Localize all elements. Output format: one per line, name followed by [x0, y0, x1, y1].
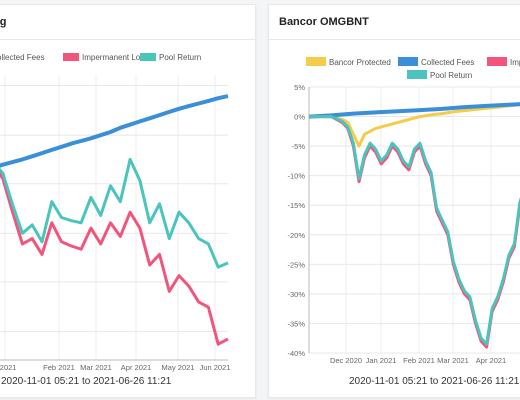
x-tick-label: Feb 2021	[43, 363, 75, 372]
y-tick-label: 0%	[294, 113, 305, 122]
y-tick-label: -10%	[287, 172, 305, 181]
x-tick-label: May 2021	[162, 363, 195, 372]
x-tick-label: Jan 2021	[366, 356, 397, 365]
chart-right: Bancor Protected Collected Fees Imp Pool…	[287, 57, 520, 387]
card-divider	[0, 39, 255, 40]
series-line-collected-fees	[0, 94, 229, 168]
y-tick-label: -35%	[287, 319, 305, 328]
legend-swatch-pool-return[interactable]	[140, 53, 156, 61]
chart-left: ollected Fees Impermanent Loss Pool Retu…	[0, 53, 231, 387]
legend-swatch-collected-fees[interactable]	[398, 57, 418, 66]
chart-title-left: ng	[0, 16, 7, 28]
x-tick-label: Dec 2020	[330, 356, 362, 365]
legend-left: ollected Fees Impermanent Loss Pool Retu…	[0, 53, 201, 62]
x-tick-label: Apr 2021	[121, 363, 151, 372]
x-tick-label: n 2021	[0, 363, 16, 372]
date-range-right: 2020-11-01 05:21 to 2021-06-26 11:21	[349, 376, 520, 387]
legend-label-collected-fees[interactable]: ollected Fees	[0, 53, 45, 62]
x-tick-label: Mar 2021	[80, 363, 112, 372]
y-tick-label: 5%	[294, 83, 305, 92]
y-axis-right: 5% 0% -5% -10% -15% -20% -25% -30% -35% -40%	[287, 83, 310, 358]
date-range-left: 2020-11-01 05:21 to 2021-06-26 11:21	[1, 376, 172, 387]
x-tick-label: Feb 2021	[403, 356, 435, 365]
legend-label-impermanent-loss[interactable]: Imp	[510, 58, 520, 67]
series-line-bancor-protected	[309, 103, 520, 148]
grid-right	[309, 86, 520, 354]
y-tick-label: -5%	[292, 142, 306, 151]
y-tick-label: -30%	[287, 290, 305, 299]
series-right	[308, 102, 520, 349]
chart-title-right: Bancor OMGBNT	[279, 16, 369, 28]
card-divider	[269, 39, 520, 40]
legend-swatch-impermanent-loss[interactable]	[487, 57, 507, 66]
chart-card-right: Bancor OMGBNT Bancor Protected Collected…	[268, 4, 520, 398]
series-line-collected-fees	[308, 102, 520, 119]
y-tick-label: -15%	[287, 201, 305, 210]
series-line-pool-return	[309, 115, 520, 346]
legend-swatch-pool-return[interactable]	[407, 70, 427, 79]
legend-label-impermanent-loss[interactable]: Impermanent Loss	[82, 53, 148, 62]
grid-left	[0, 75, 228, 360]
legend-swatch-bancor-protected[interactable]	[306, 57, 326, 66]
series-line-impermanent-loss	[0, 171, 229, 346]
legend-label-collected-fees[interactable]: Collected Fees	[421, 58, 474, 67]
y-tick-label: -20%	[287, 231, 305, 240]
legend-label-pool-return[interactable]: Pool Return	[430, 71, 472, 80]
legend-swatch-impermanent-loss[interactable]	[63, 53, 79, 61]
x-tick-label: Apr 2021	[476, 356, 506, 365]
legend-label-pool-return[interactable]: Pool Return	[159, 53, 201, 62]
x-tick-label: Mar 2021	[437, 356, 469, 365]
y-tick-label: -40%	[287, 349, 305, 358]
y-tick-label: -25%	[287, 260, 305, 269]
legend-label-bancor-protected[interactable]: Bancor Protected	[329, 58, 391, 67]
x-axis-left: n 2021 Feb 2021 Mar 2021 Apr 2021 May 2021 Ju…	[0, 359, 231, 372]
series-left	[0, 94, 229, 346]
x-tick-label: Jun 2021	[200, 363, 231, 372]
chart-card-left: ng ollected Fees Impermanent Loss Pool R…	[0, 4, 256, 398]
legend-right: Bancor Protected Collected Fees Imp Pool…	[306, 57, 520, 80]
series-line-pool-return	[0, 157, 229, 269]
x-axis-right: Dec 2020 Jan 2021 Feb 2021 Mar 2021 Apr 2021	[330, 356, 506, 365]
